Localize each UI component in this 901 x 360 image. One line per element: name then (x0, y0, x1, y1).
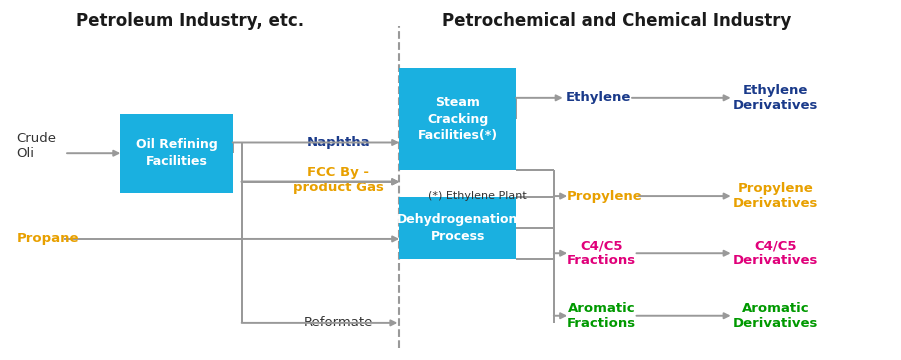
FancyBboxPatch shape (399, 68, 516, 170)
Text: Petrochemical and Chemical Industry: Petrochemical and Chemical Industry (442, 12, 791, 30)
Text: Aromatic
Derivatives: Aromatic Derivatives (733, 302, 818, 330)
Text: Dehydrogenation
Process: Dehydrogenation Process (397, 213, 518, 243)
Text: C4/C5
Fractions: C4/C5 Fractions (567, 239, 636, 267)
FancyBboxPatch shape (399, 197, 516, 260)
Text: Ethylene
Derivatives: Ethylene Derivatives (733, 84, 818, 112)
Text: Propane: Propane (16, 233, 79, 246)
Text: Steam
Cracking
Facilities(*): Steam Cracking Facilities(*) (418, 96, 497, 142)
Text: Propylene
Derivatives: Propylene Derivatives (733, 182, 818, 210)
Text: Crude
Oli: Crude Oli (16, 132, 57, 160)
Text: Propylene: Propylene (567, 190, 643, 203)
Text: C4/C5
Derivatives: C4/C5 Derivatives (733, 239, 818, 267)
Text: Ethylene: Ethylene (566, 91, 632, 104)
Text: Naphtha: Naphtha (306, 136, 370, 149)
Text: Petroleum Industry, etc.: Petroleum Industry, etc. (76, 12, 304, 30)
FancyBboxPatch shape (121, 114, 232, 193)
Text: Aromatic
Fractions: Aromatic Fractions (567, 302, 636, 330)
Text: FCC By -
product Gas: FCC By - product Gas (293, 166, 384, 194)
Text: Reformate: Reformate (304, 316, 373, 329)
Text: (*) Ethylene Plant: (*) Ethylene Plant (428, 191, 527, 201)
Text: Oil Refining
Facilities: Oil Refining Facilities (136, 139, 217, 168)
